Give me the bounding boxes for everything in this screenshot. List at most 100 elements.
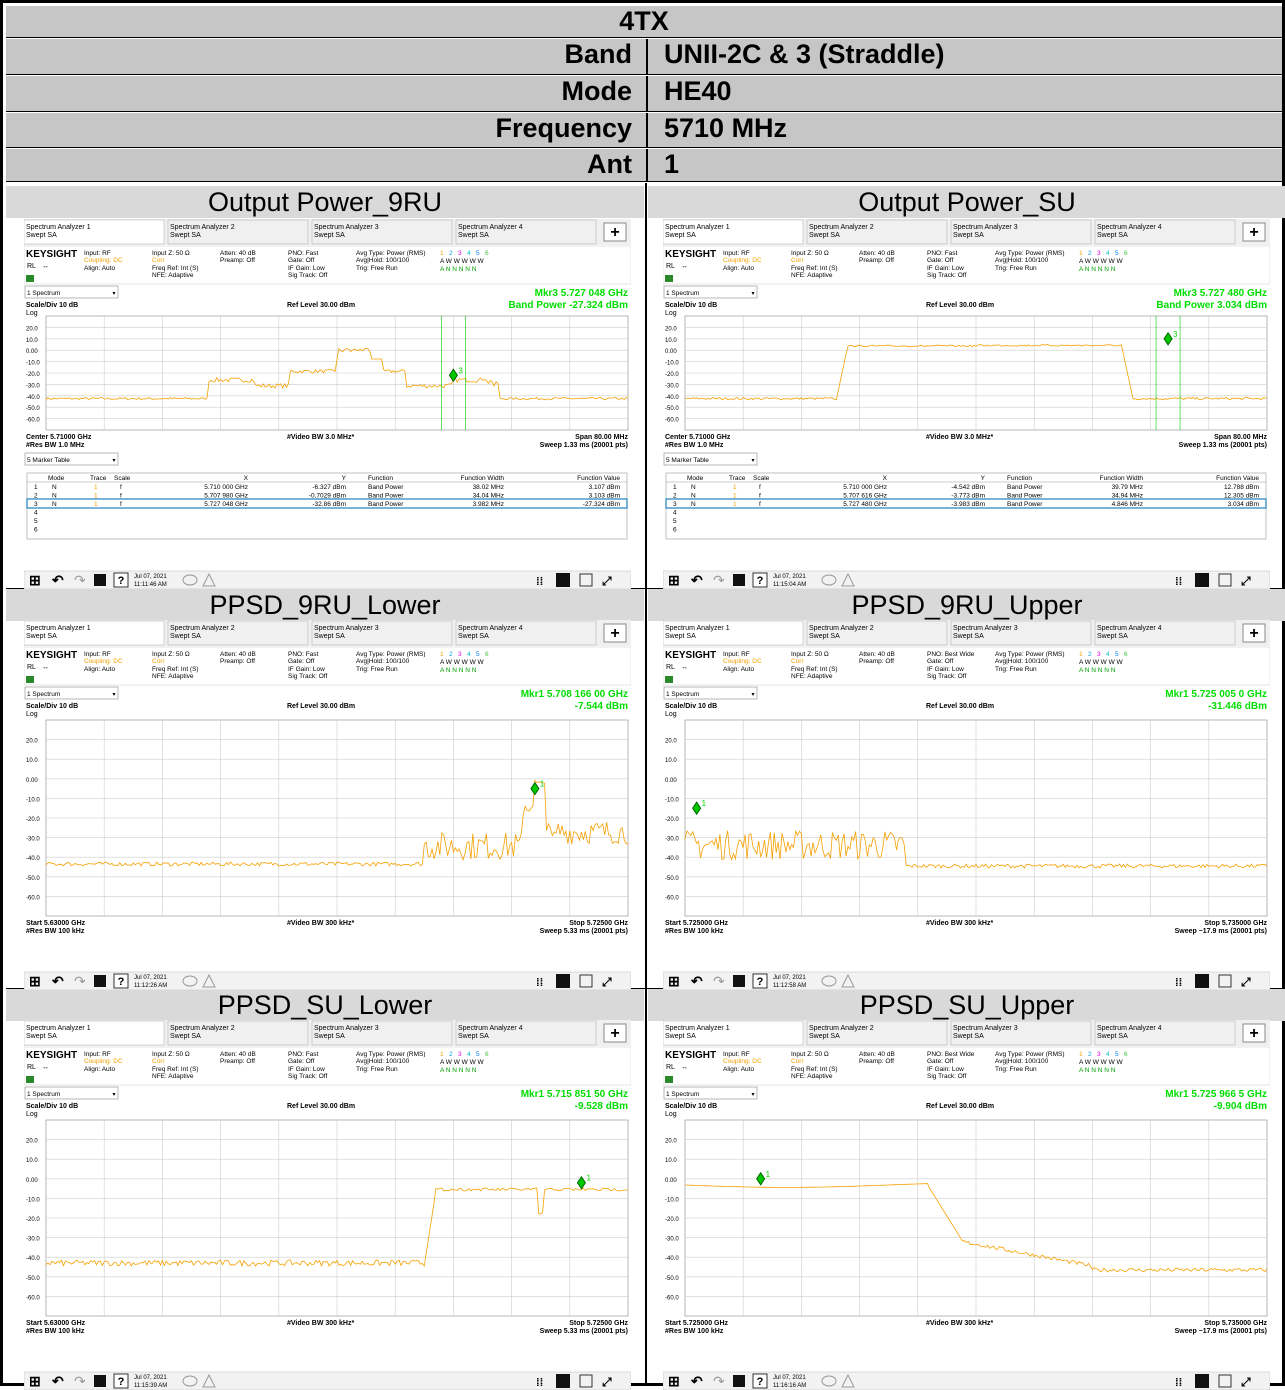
tab-analyzer-2 — [806, 620, 948, 646]
table-cell: 2 — [673, 493, 677, 500]
tab-analyzer-1 — [24, 1020, 165, 1046]
tab-label: Swept SA — [170, 232, 201, 239]
windows-icon: ⊞ — [29, 973, 41, 989]
panel-title: PPSD_SU_Lower — [6, 989, 644, 1021]
analyzer-screenshot-output-power-9ru: Spectrum Analyzer 1 Swept SA Spectrum Anal… — [24, 219, 631, 589]
date-label: Jul 07, 2021 — [773, 975, 806, 981]
ref-level: Ref Level 30.00 dBm — [926, 703, 994, 710]
res-bw-label: #Res BW 1.0 MHz — [26, 442, 85, 449]
tab-label: Spectrum Analyzer 2 — [170, 625, 235, 632]
table-header: Trace — [90, 475, 107, 482]
marker-readout: Mkr1 5.725 966 5 GHz — [1165, 1089, 1267, 1100]
y-tick-label: -30.0 — [665, 383, 679, 389]
marker-value: Band Power -27.324 dBm — [509, 300, 629, 311]
tab-label: Swept SA — [953, 633, 984, 640]
tab-label: Spectrum Analyzer 4 — [458, 625, 523, 632]
windows-icon: ⊞ — [668, 572, 680, 588]
table-cell: 38.02 MHz — [473, 484, 504, 491]
time-label: 11:12:26 AM — [134, 983, 167, 989]
trace-number: 2 — [1088, 1051, 1092, 1058]
taskbar — [24, 570, 631, 589]
trace-number: 5 — [1115, 1051, 1119, 1058]
layout-icon — [1218, 974, 1232, 988]
tab-analyzer-4 — [1094, 219, 1236, 245]
marker-diamond — [756, 1171, 766, 1186]
setting: Preamp: Off — [220, 658, 255, 665]
analyzer-screenshot-ppsd-9ru-upper: Spectrum Analyzer 1 Swept SA Spectrum Anal… — [663, 620, 1270, 990]
table-cell: -3.983 dBm — [951, 501, 985, 508]
tab-label: Spectrum Analyzer 3 — [314, 224, 379, 231]
marker-number: 1 — [766, 1170, 771, 1179]
marker-table — [26, 472, 628, 540]
setting: Avg|Hold: 100/100 — [356, 658, 410, 665]
marker-diamond — [1163, 331, 1173, 346]
y-tick-label: -20.0 — [665, 372, 679, 378]
date-label: Jul 07, 2021 — [134, 574, 167, 580]
header-label: Frequency — [6, 113, 648, 147]
y-tick-label: -10.0 — [665, 361, 679, 367]
setting: PNO: Fast — [288, 250, 319, 257]
video-bw-label: #Video BW 300 kHz* — [926, 1320, 993, 1327]
redo-icon: ↷ — [74, 1373, 86, 1389]
setting: Align: Auto — [84, 265, 115, 272]
res-bw-label: #Res BW 1.0 MHz — [665, 442, 724, 449]
time-label: 11:12:58 AM — [773, 983, 806, 989]
trace-number: 5 — [1115, 250, 1119, 257]
trace-mode: A W W W W W — [440, 1059, 485, 1066]
marker-table-dropdown — [24, 452, 119, 466]
tab-label: Spectrum Analyzer 1 — [665, 625, 730, 632]
video-bw-label: #Video BW 3.0 MHz* — [926, 434, 993, 441]
y-tick-label: -10.0 — [26, 1197, 40, 1203]
tab-label: Swept SA — [314, 1033, 345, 1040]
y-tick-label: -30.0 — [26, 837, 40, 843]
x-start-label: Start 5.725000 GHz — [665, 1320, 729, 1327]
setting: Trig: Free Run — [995, 265, 1037, 272]
table-cell: Band Power — [368, 493, 404, 500]
arrow-icon: ↔ — [681, 263, 688, 270]
tab-label: Swept SA — [26, 232, 57, 239]
trace-number: 4 — [1106, 250, 1110, 257]
tab-label: Spectrum Analyzer 4 — [1097, 625, 1162, 632]
y-tick-label: -60.0 — [26, 895, 40, 901]
layout-icon — [1218, 573, 1232, 587]
table-header: X — [883, 475, 888, 482]
setting: IF Gain: Low — [288, 265, 325, 272]
chevron-down-icon: ▾ — [112, 1092, 115, 1098]
setting: Align: Auto — [84, 666, 115, 673]
y-tick-label: -60.0 — [26, 418, 40, 424]
tab-label: Spectrum Analyzer 3 — [953, 625, 1018, 632]
trace-number: 2 — [449, 250, 453, 257]
brand-logo: KEYSIGHT — [26, 1050, 77, 1061]
marker-diamond — [530, 781, 540, 796]
table-cell: N — [52, 493, 57, 500]
setting: Avg|Hold: 100/100 — [995, 1058, 1049, 1065]
header-label: Mode — [6, 76, 648, 111]
setting: Trig: Free Run — [995, 666, 1037, 673]
table-cell: f — [759, 493, 761, 500]
table-cell: 1 — [673, 484, 677, 491]
tab-label: Swept SA — [953, 1033, 984, 1040]
y-tick-label: 20.0 — [26, 1139, 38, 1145]
add-tab-button — [603, 623, 627, 643]
y-tick-label: 0.00 — [26, 1178, 38, 1184]
table-cell: 1 — [733, 501, 737, 508]
marker-table-label: 5 Marker Table — [666, 457, 709, 464]
marker-number: 1 — [586, 1174, 591, 1183]
trace-number: 5 — [476, 651, 480, 658]
table-header: Function — [1007, 475, 1032, 482]
trace-detector: A N N N N N — [440, 667, 477, 674]
spectrum-trace — [45, 1187, 629, 1268]
setting: Input: RF — [84, 250, 111, 257]
chevron-down-icon: ▾ — [112, 458, 115, 464]
setting: Input Z: 50 Ω — [152, 1051, 190, 1058]
date-label: Jul 07, 2021 — [134, 975, 167, 981]
y-tick-label: -20.0 — [26, 372, 40, 378]
analyzer-screenshot-ppsd-su-lower: Spectrum Analyzer 1 Swept SA Spectrum Anal… — [24, 1020, 631, 1390]
setting: Align: Auto — [84, 1066, 115, 1073]
rl-label: RL — [666, 263, 675, 270]
marker-readout: Mkr1 5.708 166 00 GHz — [521, 689, 628, 700]
setting: Atten: 40 dB — [859, 250, 895, 257]
tab-label: Spectrum Analyzer 3 — [314, 625, 379, 632]
trace-number: 4 — [467, 1051, 471, 1058]
